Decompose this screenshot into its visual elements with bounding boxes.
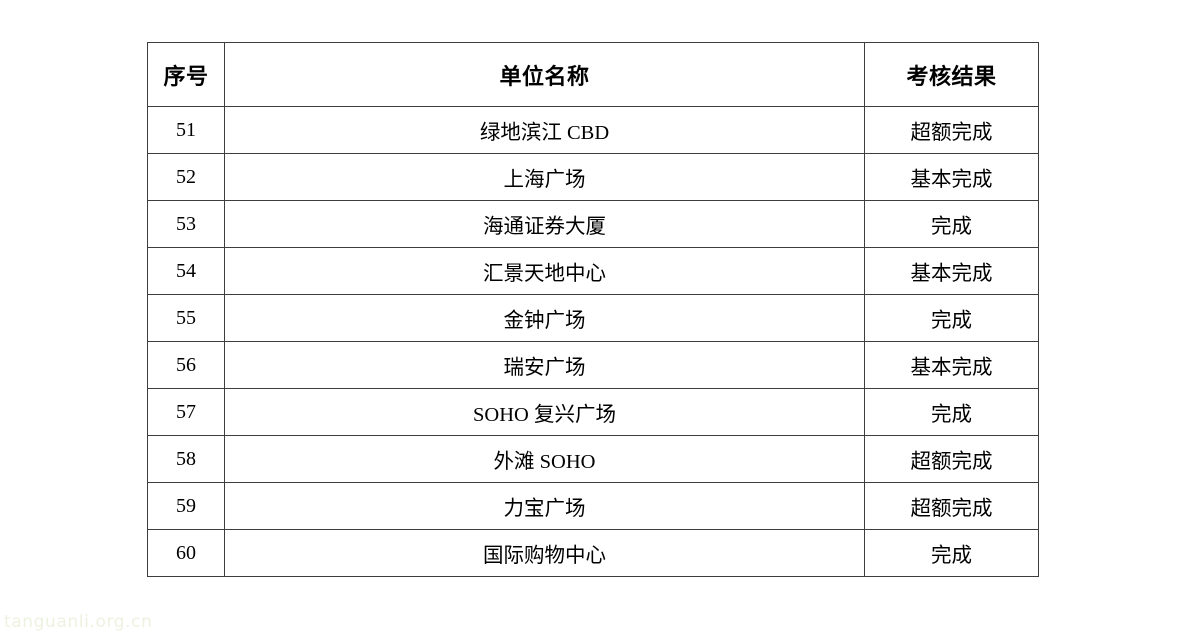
table-header: 序号 单位名称 考核结果: [147, 42, 1039, 107]
table-row: 52 上海广场 基本完成: [147, 153, 1039, 201]
cell-index: 51: [147, 106, 225, 154]
cell-index: 57: [147, 388, 225, 436]
cell-result: 完成: [864, 388, 1039, 436]
cell-index: 59: [147, 482, 225, 530]
table-row: 58 外滩 SOHO 超额完成: [147, 435, 1039, 483]
column-header-name: 单位名称: [224, 42, 865, 107]
cell-result: 超额完成: [864, 482, 1039, 530]
table-row: 56 瑞安广场 基本完成: [147, 341, 1039, 389]
cell-result: 基本完成: [864, 341, 1039, 389]
cell-index: 52: [147, 153, 225, 201]
cell-result: 超额完成: [864, 106, 1039, 154]
cell-index: 58: [147, 435, 225, 483]
site-watermark: tanguanli.org.cn: [4, 612, 153, 632]
cell-name: 瑞安广场: [224, 341, 865, 389]
column-header-index: 序号: [147, 42, 225, 107]
table-row: 51 绿地滨江 CBD 超额完成: [147, 106, 1039, 154]
cell-name: 国际购物中心: [224, 529, 865, 577]
cell-result: 基本完成: [864, 247, 1039, 295]
table-row: 53 海通证券大厦 完成: [147, 200, 1039, 248]
cell-index: 53: [147, 200, 225, 248]
cell-index: 60: [147, 529, 225, 577]
cell-index: 56: [147, 341, 225, 389]
table-row: 59 力宝广场 超额完成: [147, 482, 1039, 530]
cell-name: 绿地滨江 CBD: [224, 106, 865, 154]
cell-result: 完成: [864, 200, 1039, 248]
cell-name: 金钟广场: [224, 294, 865, 342]
cell-result: 完成: [864, 294, 1039, 342]
cell-name: 力宝广场: [224, 482, 865, 530]
table-body: 51 绿地滨江 CBD 超额完成 52 上海广场 基本完成 53 海通证券大厦 …: [147, 106, 1039, 577]
cell-index: 54: [147, 247, 225, 295]
cell-name: 上海广场: [224, 153, 865, 201]
cell-result: 完成: [864, 529, 1039, 577]
cell-name: 外滩 SOHO: [224, 435, 865, 483]
table-row: 57 SOHO 复兴广场 完成: [147, 388, 1039, 436]
cell-name: SOHO 复兴广场: [224, 388, 865, 436]
cell-name: 海通证券大厦: [224, 200, 865, 248]
table-row: 60 国际购物中心 完成: [147, 529, 1039, 577]
column-header-result: 考核结果: [864, 42, 1039, 107]
cell-result: 超额完成: [864, 435, 1039, 483]
cell-result: 基本完成: [864, 153, 1039, 201]
table-row: 54 汇景天地中心 基本完成: [147, 247, 1039, 295]
cell-index: 55: [147, 294, 225, 342]
assessment-results-table: 序号 单位名称 考核结果 51 绿地滨江 CBD 超额完成 52 上海广场 基本…: [147, 42, 1039, 577]
cell-name: 汇景天地中心: [224, 247, 865, 295]
table-row: 55 金钟广场 完成: [147, 294, 1039, 342]
table-header-row: 序号 单位名称 考核结果: [147, 42, 1039, 107]
